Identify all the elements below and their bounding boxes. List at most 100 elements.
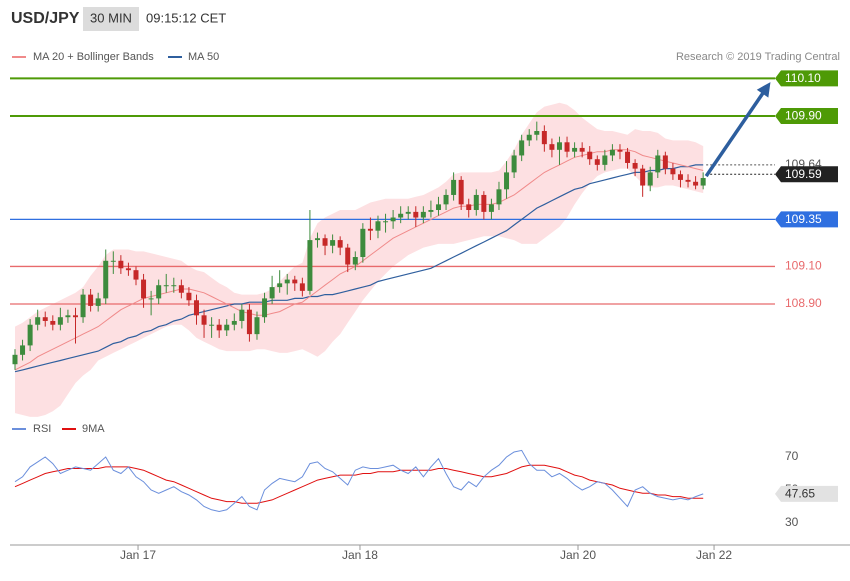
level-label: 109.90 bbox=[785, 109, 822, 123]
projection-head bbox=[756, 82, 771, 98]
time: 09:15:12 CET bbox=[146, 10, 226, 25]
legend-label: MA 50 bbox=[188, 51, 219, 63]
candle-body bbox=[262, 298, 268, 318]
candle-body bbox=[110, 260, 116, 262]
candle-body bbox=[541, 131, 547, 145]
bollinger-band bbox=[15, 102, 704, 417]
x-tick-label: Jan 22 bbox=[696, 548, 732, 562]
ma50-line bbox=[14, 164, 704, 373]
candle-body bbox=[50, 320, 56, 325]
candle-body bbox=[647, 172, 653, 186]
candle-body bbox=[125, 268, 131, 271]
candle-body bbox=[398, 213, 404, 218]
level-label: 109.10 bbox=[785, 259, 822, 273]
candle-body bbox=[277, 283, 283, 288]
candle-body bbox=[330, 240, 336, 246]
candle-body bbox=[572, 147, 578, 152]
candle-body bbox=[693, 181, 699, 186]
rsi-line bbox=[14, 449, 704, 513]
x-tick-label: Jan 17 bbox=[120, 548, 156, 562]
level-label: 110.10 bbox=[785, 71, 821, 85]
candle-body bbox=[700, 178, 706, 186]
candle-body bbox=[27, 324, 33, 346]
level-label: 109.35 bbox=[785, 212, 822, 226]
candle-body bbox=[95, 298, 101, 306]
candle-body bbox=[171, 285, 177, 287]
candle-body bbox=[383, 221, 389, 223]
candle-body bbox=[12, 354, 18, 365]
candle-body bbox=[481, 194, 487, 212]
candle-body bbox=[662, 155, 668, 169]
candle-body bbox=[337, 240, 343, 248]
interval-badge bbox=[83, 7, 139, 31]
candle-body bbox=[458, 179, 464, 205]
candle-body bbox=[609, 149, 615, 156]
candle-body bbox=[451, 179, 457, 195]
candle-body bbox=[625, 151, 631, 163]
candle-body bbox=[428, 209, 434, 212]
chart-title: USD/JPY bbox=[11, 10, 80, 27]
candle-body bbox=[443, 194, 449, 205]
candle-body bbox=[617, 149, 623, 152]
candle-body bbox=[65, 315, 71, 318]
candle-body bbox=[163, 285, 169, 287]
candle-body bbox=[602, 155, 608, 165]
candle-body bbox=[564, 142, 570, 152]
candle-body bbox=[292, 279, 298, 284]
candle-body bbox=[246, 309, 252, 335]
candle-body bbox=[231, 320, 237, 325]
candle-body bbox=[178, 285, 184, 293]
candle-body bbox=[72, 315, 78, 318]
rsi-tick-label: 70 bbox=[785, 449, 799, 463]
candle-body bbox=[677, 174, 683, 180]
candle-body bbox=[556, 142, 562, 150]
candle-body bbox=[254, 317, 260, 335]
candle-body bbox=[375, 221, 381, 231]
candle-body bbox=[435, 204, 441, 210]
candle-body bbox=[20, 345, 26, 355]
candle-body bbox=[345, 247, 351, 265]
candle-body bbox=[511, 155, 517, 173]
candle-body bbox=[549, 144, 555, 150]
candle-body bbox=[632, 162, 638, 169]
candle-body bbox=[579, 147, 585, 152]
candle-body bbox=[118, 260, 124, 269]
candle-body bbox=[488, 204, 494, 212]
candle-body bbox=[141, 279, 147, 299]
interval: 30 MIN bbox=[90, 10, 132, 25]
candle-body bbox=[314, 238, 320, 241]
candle-body bbox=[413, 211, 419, 218]
candle-body bbox=[103, 260, 109, 299]
rsi-tag bbox=[775, 485, 838, 502]
candle-body bbox=[322, 238, 328, 246]
candle-body bbox=[473, 194, 479, 210]
candle-body bbox=[299, 283, 305, 291]
candle-body bbox=[466, 204, 472, 210]
candle-body bbox=[496, 189, 502, 205]
candle-body bbox=[284, 279, 290, 284]
candle-body bbox=[504, 172, 510, 190]
candle-body bbox=[307, 240, 313, 291]
candle-body bbox=[534, 131, 540, 135]
candle-body bbox=[148, 298, 154, 300]
legend-label: 9MA bbox=[82, 423, 105, 435]
candle-body bbox=[156, 285, 162, 299]
candle-body bbox=[193, 300, 199, 316]
candle-body bbox=[216, 324, 222, 331]
candle-body bbox=[405, 211, 411, 214]
candle-body bbox=[655, 155, 661, 173]
candle-body bbox=[685, 179, 691, 182]
level-label: 109.59 bbox=[785, 167, 822, 181]
candle-body bbox=[186, 292, 192, 301]
legend-label: MA 20 + Bollinger Bands bbox=[33, 51, 154, 63]
level-label: 108.90 bbox=[785, 296, 822, 310]
candle-body bbox=[42, 317, 48, 321]
rsi-ma-line bbox=[14, 464, 704, 504]
candle-body bbox=[352, 257, 358, 265]
candle-body bbox=[35, 317, 41, 325]
rsi-tick-label: 30 bbox=[785, 515, 799, 529]
candle-body bbox=[269, 287, 275, 299]
candle-body bbox=[360, 228, 366, 258]
x-tick-label: Jan 18 bbox=[342, 548, 378, 562]
candle-body bbox=[201, 315, 207, 325]
